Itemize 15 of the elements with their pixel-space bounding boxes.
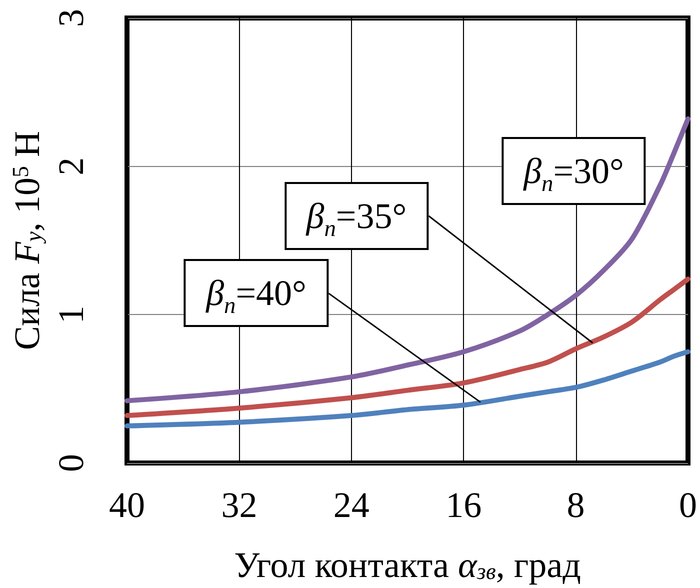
annotation: β$_{n}$=30° (524, 150, 624, 197)
y-tick-label: 1 (51, 306, 91, 324)
x-axis-title: Угол контакта αзв, град (234, 545, 581, 585)
annotation: β$_{n}$=35° (306, 196, 407, 242)
x-tick-label: 32 (221, 485, 258, 525)
y-axis-title: Сила Fy, 105 Н (7, 131, 47, 350)
y-tick-label: 2 (51, 157, 91, 176)
x-tick-label: 16 (446, 485, 482, 525)
x-tick-label: 8 (566, 485, 585, 525)
annotation: β$_{n}$=40° (206, 273, 306, 320)
x-tick-label: 24 (333, 485, 370, 525)
x-tick-label: 40 (109, 485, 145, 525)
x-tick-label: 0 (679, 485, 697, 525)
y-tick-label: 0 (51, 454, 91, 472)
y-tick-label: 3 (51, 9, 91, 27)
